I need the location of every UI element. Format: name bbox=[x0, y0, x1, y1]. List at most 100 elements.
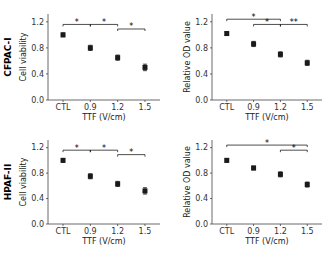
y-tick bbox=[46, 73, 48, 74]
significance-label: * bbox=[292, 144, 296, 153]
panel: 0.00.40.81.2CTL0.91.21.5TTF (V/cm)Cell v… bbox=[3, 14, 160, 122]
x-axis-label: TTF (V/cm) bbox=[244, 237, 288, 246]
y-axis-line bbox=[212, 14, 213, 100]
y-tick bbox=[210, 73, 212, 74]
y-axis-line bbox=[48, 14, 49, 100]
marker bbox=[278, 172, 283, 177]
x-axis-line bbox=[48, 100, 160, 101]
y-tick-label: 0.0 bbox=[195, 220, 208, 229]
y-tick-label: 0.8 bbox=[31, 169, 44, 178]
x-axis-line bbox=[212, 224, 322, 225]
error-bar bbox=[278, 172, 282, 177]
x-tick bbox=[253, 224, 254, 226]
significance-label: * bbox=[129, 22, 133, 31]
error-bar bbox=[61, 158, 65, 162]
marker bbox=[251, 41, 256, 46]
x-tick-label: CTL bbox=[56, 103, 71, 112]
y-tick-label: 1.2 bbox=[31, 18, 44, 27]
y-tick-label: 1.2 bbox=[31, 143, 44, 152]
panel: 0.00.40.81.2CTL0.91.21.5TTF (V/cm)Relati… bbox=[183, 13, 322, 122]
x-tick bbox=[307, 224, 308, 226]
x-tick bbox=[226, 100, 227, 102]
x-axis-label: TTF (V/cm) bbox=[81, 237, 125, 246]
y-axis-line bbox=[48, 140, 49, 224]
x-tick-label: 0.9 bbox=[84, 103, 97, 112]
x-tick-label: CTL bbox=[56, 227, 71, 236]
panel: 0.00.40.81.2CTL0.91.21.5TTF (V/cm)Cell v… bbox=[3, 140, 160, 246]
y-tick-label: 0.8 bbox=[195, 169, 208, 178]
y-tick bbox=[46, 47, 48, 48]
y-tick-label: 0.4 bbox=[195, 194, 208, 203]
x-axis-line bbox=[212, 100, 322, 101]
marker bbox=[88, 45, 93, 50]
panel: 0.00.40.81.2CTL0.91.21.5TTF (V/cm)Relati… bbox=[183, 139, 322, 246]
marker bbox=[224, 158, 229, 163]
marks bbox=[224, 31, 309, 65]
x-tick bbox=[280, 224, 281, 226]
x-axis-label: TTF (V/cm) bbox=[81, 113, 125, 122]
significance-label: * bbox=[265, 18, 269, 27]
y-tick bbox=[210, 173, 212, 174]
marker bbox=[61, 32, 66, 37]
x-tick bbox=[144, 224, 145, 226]
row-label: HPAF-II bbox=[3, 164, 13, 201]
y-tick bbox=[210, 100, 212, 101]
y-tick-label: 0.0 bbox=[195, 96, 208, 105]
x-tick-label: 1.5 bbox=[301, 103, 314, 112]
y-tick bbox=[46, 224, 48, 225]
x-tick-label: CTL bbox=[219, 227, 234, 236]
significance-label: * bbox=[265, 139, 269, 148]
x-tick-label: 1.5 bbox=[139, 227, 152, 236]
y-tick bbox=[210, 198, 212, 199]
y-tick bbox=[210, 21, 212, 22]
significance-label: * bbox=[129, 148, 133, 157]
marker bbox=[278, 52, 283, 57]
marker bbox=[142, 188, 147, 193]
y-axis-label: Relative OD value bbox=[183, 21, 192, 93]
y-axis-label: Cell viability bbox=[19, 157, 28, 206]
x-tick bbox=[253, 100, 254, 102]
marker bbox=[115, 181, 120, 186]
y-tick bbox=[46, 100, 48, 101]
y-tick bbox=[46, 21, 48, 22]
x-tick bbox=[280, 100, 281, 102]
marks bbox=[61, 158, 148, 194]
error-bar bbox=[116, 181, 120, 186]
y-tick-label: 0.8 bbox=[31, 44, 44, 53]
x-tick bbox=[90, 100, 91, 102]
y-tick bbox=[210, 147, 212, 148]
y-tick-label: 0.8 bbox=[195, 44, 208, 53]
marker bbox=[88, 174, 93, 179]
x-tick bbox=[307, 100, 308, 102]
marker bbox=[305, 60, 310, 65]
significance-label: ** bbox=[290, 18, 298, 27]
marks bbox=[224, 158, 309, 187]
x-tick-label: 0.9 bbox=[247, 103, 260, 112]
marker bbox=[251, 166, 256, 171]
significance-label: * bbox=[102, 18, 106, 27]
x-tick-label: 0.9 bbox=[84, 227, 97, 236]
error-bar bbox=[88, 174, 92, 179]
x-tick bbox=[117, 100, 118, 102]
x-tick-label: 1.2 bbox=[274, 227, 287, 236]
x-tick-label: 1.2 bbox=[111, 227, 124, 236]
x-tick bbox=[144, 100, 145, 102]
y-tick-label: 0.0 bbox=[31, 96, 44, 105]
y-tick-label: 0.4 bbox=[31, 70, 44, 79]
marker bbox=[115, 55, 120, 60]
x-tick bbox=[63, 100, 64, 102]
marker bbox=[224, 31, 229, 36]
x-tick-label: CTL bbox=[219, 103, 234, 112]
x-tick-label: 1.5 bbox=[139, 103, 152, 112]
error-bar bbox=[252, 41, 256, 46]
y-tick-label: 0.4 bbox=[195, 70, 208, 79]
y-tick bbox=[46, 147, 48, 148]
y-tick-label: 1.2 bbox=[195, 18, 208, 27]
y-axis-label: Relative OD value bbox=[183, 146, 192, 218]
error-bar bbox=[225, 32, 229, 36]
significance-label: * bbox=[102, 144, 106, 153]
error-bar bbox=[305, 182, 309, 187]
y-tick-label: 0.4 bbox=[31, 194, 44, 203]
row-label: CFPAC-I bbox=[3, 37, 13, 76]
error-bar bbox=[143, 64, 147, 71]
